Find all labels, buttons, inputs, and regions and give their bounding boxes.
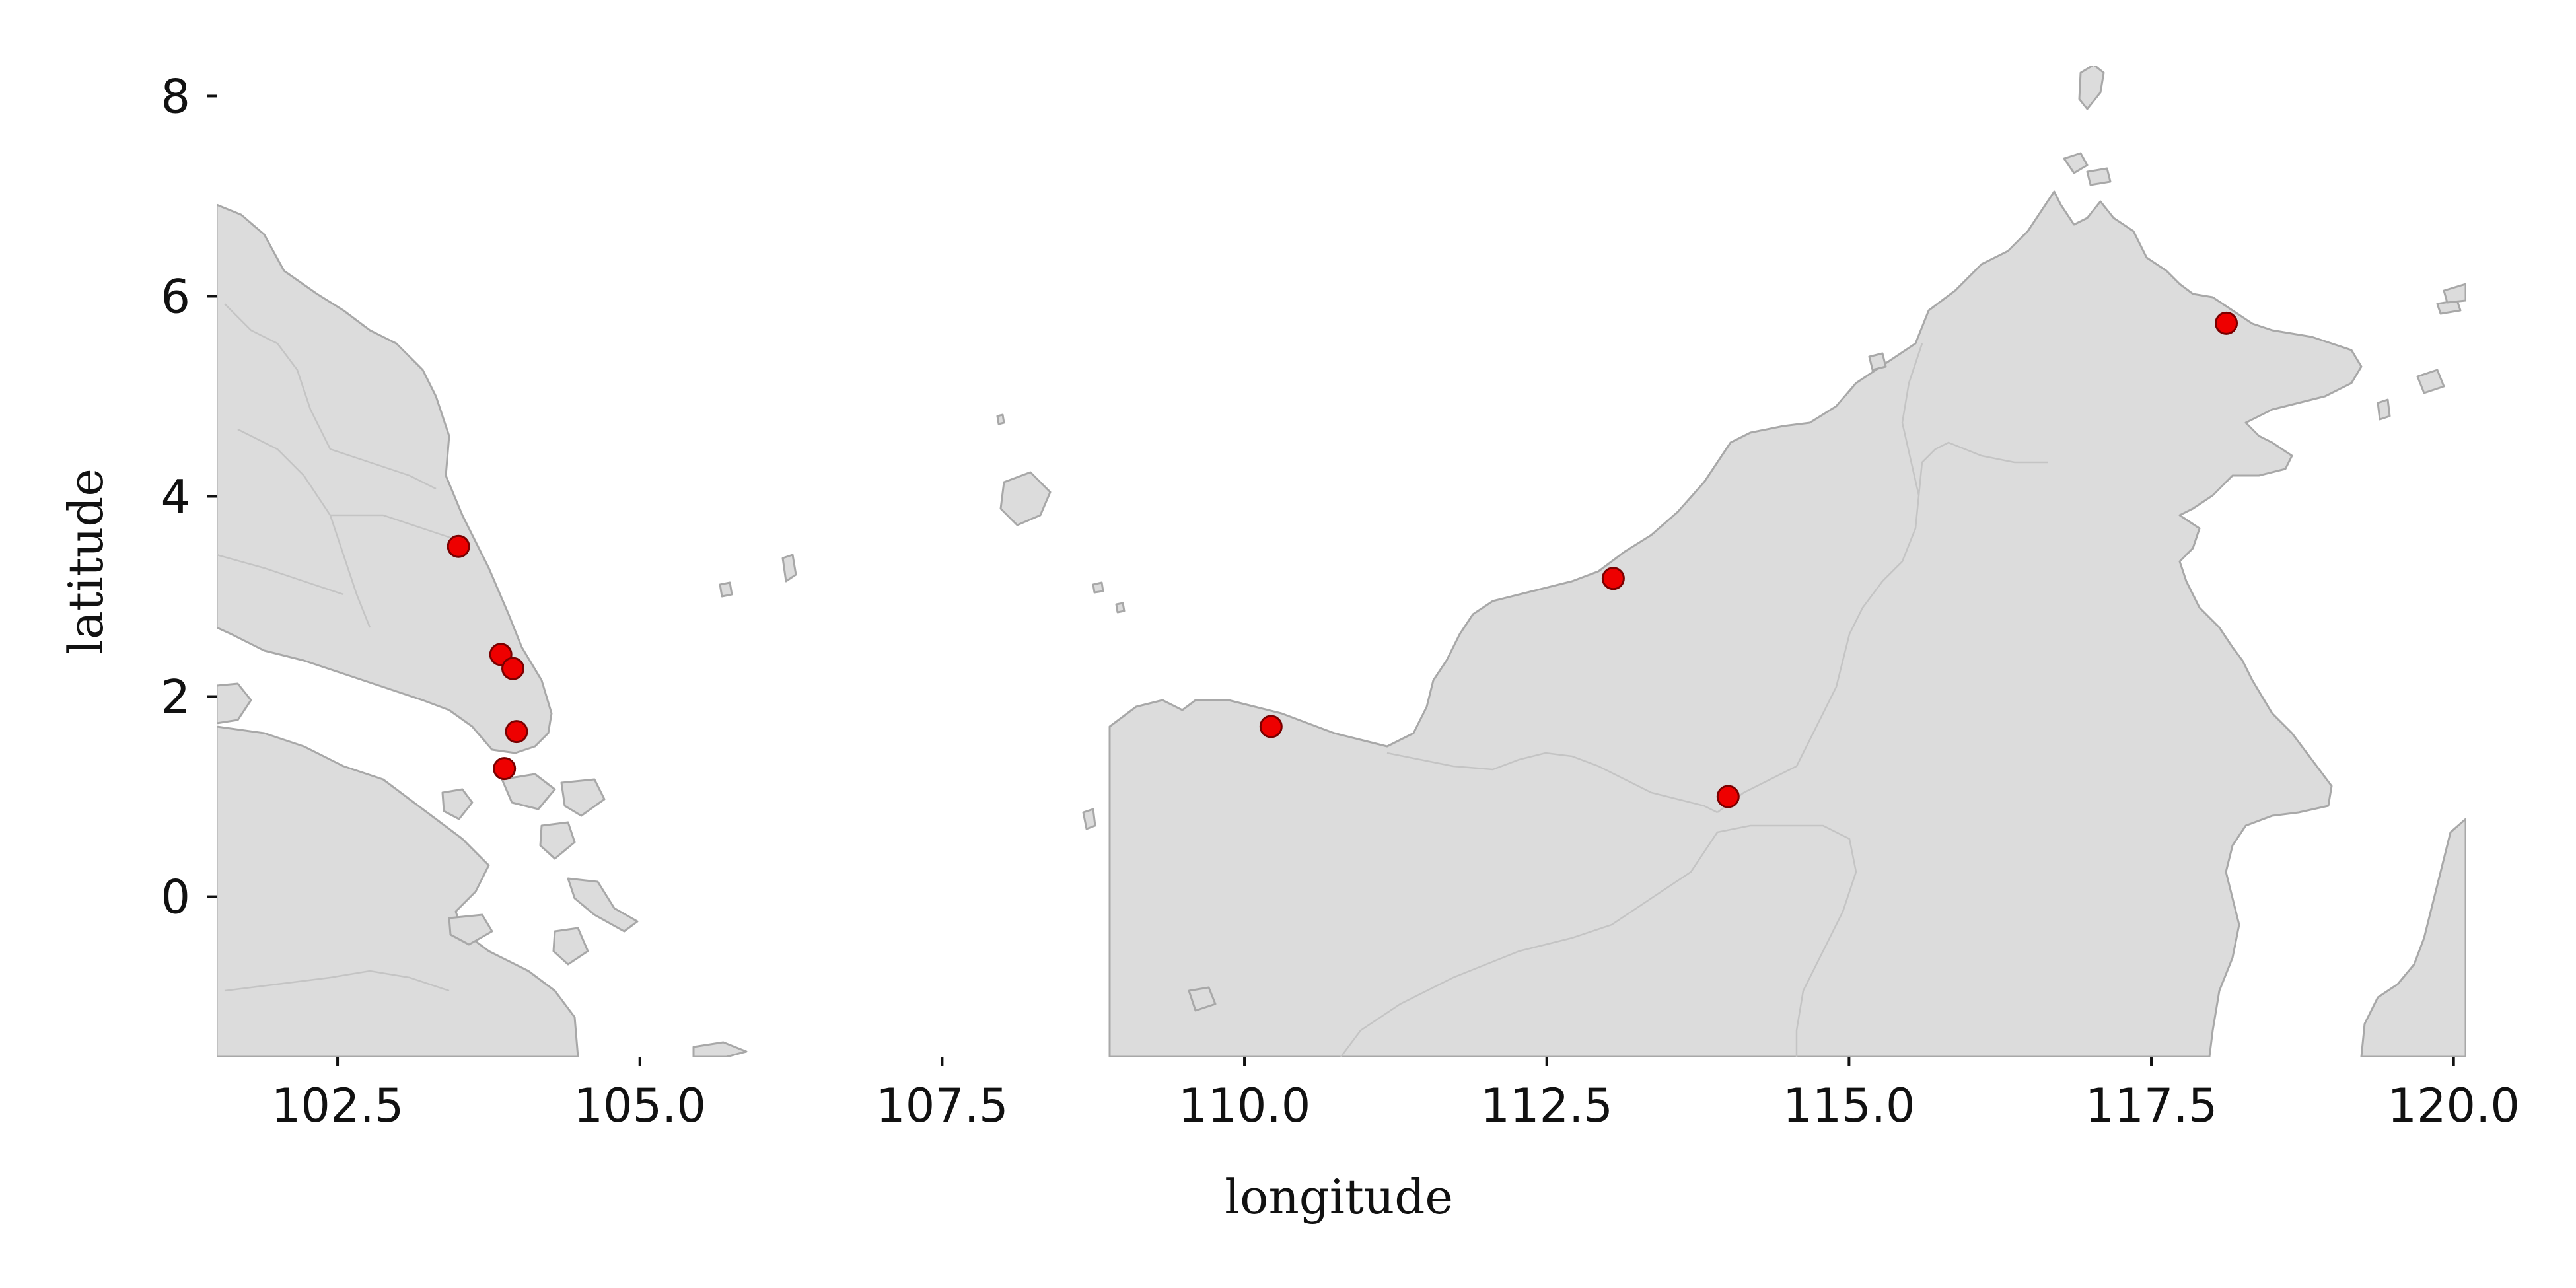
y-tick-label: 0 [161,871,190,925]
x-tick-label: 107.5 [876,1079,1008,1133]
x-tick-label: 117.5 [2085,1079,2217,1133]
y-tick-label: 2 [161,670,190,725]
point-marker [505,720,528,744]
y-tick-label: 8 [161,69,190,124]
plot-area [217,66,2466,1057]
point-marker [501,657,525,680]
sulawesi-landmass [2360,818,2466,1057]
x-tick-label: 102.5 [271,1079,404,1133]
y-axis: 0 2 4 6 8 [161,69,217,925]
malay-peninsula-landmass [217,203,553,754]
x-axis-title: longitude [1225,1169,1453,1225]
borneo-islands [1082,66,2466,1012]
natuna-islands [719,413,1126,614]
y-tick-label: 6 [161,269,190,324]
sumatra-landmass [217,725,579,1057]
x-tick-label: 110.0 [1178,1079,1310,1133]
point-marker [1259,715,1283,738]
point-marker [447,534,470,558]
point-marker [2215,311,2238,335]
x-tick-label: 120.0 [2387,1079,2519,1133]
point-markers [447,311,2238,808]
point-marker [1601,567,1625,590]
riau-islands [441,773,748,1057]
borneo-landmass [1108,190,2363,1057]
admin-borders [217,303,2048,1057]
x-axis: 102.5 105.0 107.5 110.0 112.5 115.0 117.5 120.0 [271,1057,2520,1133]
y-tick-label: 4 [161,470,190,524]
x-tick-label: 105.0 [574,1079,706,1133]
x-tick-label: 112.5 [1481,1079,1613,1133]
y-axis-title: latitude [58,468,114,655]
point-marker [1716,785,1740,808]
point-marker [493,757,517,781]
strait-island [217,682,252,725]
x-tick-label: 115.0 [1783,1079,1915,1133]
